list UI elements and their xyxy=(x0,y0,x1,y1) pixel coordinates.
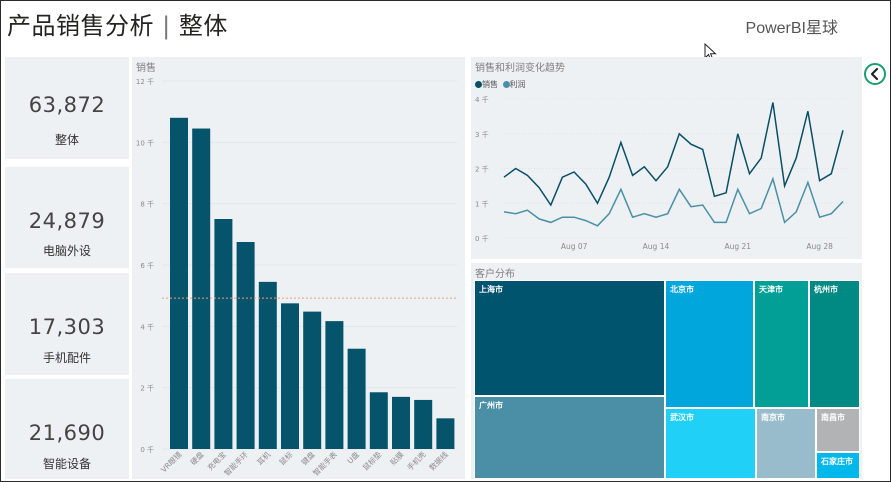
line-x-tick: Aug 14 xyxy=(643,242,670,251)
kpi-value: 21,690 xyxy=(28,421,106,445)
legend-sales-marker xyxy=(475,81,482,88)
bar-12[interactable] xyxy=(436,418,455,449)
line-series-1[interactable] xyxy=(503,176,844,227)
line-y-tick: 4 千 xyxy=(475,95,489,104)
treemap-cell-guangzhou[interactable]: 广州市 xyxy=(474,396,665,479)
bar-11[interactable] xyxy=(414,399,433,449)
bar-1[interactable] xyxy=(192,128,211,449)
bar-0[interactable] xyxy=(170,117,188,450)
bar-category-label: 数据线 xyxy=(427,449,450,472)
treemap-cell-shijiazhuang[interactable]: 石家庄市 xyxy=(816,452,860,479)
kpi-label: 电脑外设 xyxy=(42,244,91,258)
bar-category-label: 鼠标 xyxy=(277,449,295,467)
line-chart: 0 千 1 千 2 千 3 千 4 千 Aug 07 Aug 14 Aug 21 Aug 28 xyxy=(475,95,849,251)
treemap-panel[interactable]: 客户分布 上海市 广州市 北京市 天津市 杭州市 武汉市 南京市 南昌市 石家庄… xyxy=(471,263,862,479)
line-y-tick: 1 千 xyxy=(475,199,489,208)
kpi-value: 63,872 xyxy=(28,93,106,117)
bar-5[interactable] xyxy=(281,303,299,449)
bar-10[interactable] xyxy=(392,396,410,449)
bar-6[interactable] xyxy=(303,311,322,449)
bar-y-tick: 6 千 xyxy=(140,261,154,270)
treemap-cell-nanchang[interactable]: 南昌市 xyxy=(816,408,860,452)
line-x-tick: Aug 07 xyxy=(561,242,588,251)
treemap-cell-nanjing[interactable]: 南京市 xyxy=(756,408,816,479)
brand-label: PowerBI星球 xyxy=(745,20,838,37)
bar-y-tick: 4 千 xyxy=(140,322,154,331)
treemap-cell-beijing[interactable]: 北京市 xyxy=(665,280,754,408)
bar-4[interactable] xyxy=(258,281,277,449)
back-button[interactable] xyxy=(864,63,886,85)
bar-category-label: 贴膜 xyxy=(388,449,406,467)
bar-y-tick: 0 千 xyxy=(140,445,154,454)
kpi-value: 17,303 xyxy=(28,315,106,339)
kpi-value: 24,879 xyxy=(28,209,106,233)
bar-y-tick: 12 千 xyxy=(136,77,154,86)
legend-sales-label: 销售 xyxy=(482,80,498,89)
line-x-tick: Aug 21 xyxy=(725,242,752,251)
bar-category-label: 智能手表 xyxy=(311,449,340,478)
bar-category-label: 智能手环 xyxy=(222,449,251,478)
legend-profit-label: 利润 xyxy=(509,80,526,89)
bar-8[interactable] xyxy=(347,348,366,449)
line-x-tick: Aug 28 xyxy=(806,242,833,251)
line-chart-title: 销售和利润变化趋势 xyxy=(475,63,565,74)
bar-y-tick: 2 千 xyxy=(140,384,154,393)
bar-9[interactable] xyxy=(369,392,388,449)
bar-2[interactable] xyxy=(214,219,233,449)
bar-y-tick: 10 千 xyxy=(136,138,154,147)
line-y-tick: 3 千 xyxy=(475,130,489,139)
bar-category-label: 硬盘 xyxy=(188,449,206,467)
kpi-label: 整体 xyxy=(54,133,79,147)
line-chart-panel[interactable]: 销售和利润变化趋势 销售 利润 0 千 1 千 2 千 3 千 4 千 Aug 07 Aug… xyxy=(471,57,862,259)
line-y-tick: 0 千 xyxy=(475,234,489,243)
bar-category-label: 耳机 xyxy=(255,449,273,467)
line-series-0[interactable] xyxy=(503,102,844,207)
bar-3[interactable] xyxy=(236,242,255,449)
page-title: 产品销售分析 | 整体 xyxy=(7,12,228,40)
treemap-title: 客户分布 xyxy=(475,269,515,280)
treemap: 上海市 广州市 北京市 天津市 杭州市 武汉市 南京市 南昌市 石家庄市 xyxy=(474,280,860,479)
kpi-card-phone-accessories[interactable]: 17,303 手机配件 xyxy=(5,273,129,375)
line-chart-legend: 销售 利润 xyxy=(475,79,526,90)
bar-y-tick: 8 千 xyxy=(140,200,154,209)
chevron-left-icon xyxy=(870,67,879,81)
line-y-tick: 2 千 xyxy=(475,165,489,174)
bar-category-label: 键盘 xyxy=(299,449,317,467)
treemap-cell-wuhan[interactable]: 武汉市 xyxy=(665,408,756,479)
kpi-label: 手机配件 xyxy=(42,351,91,365)
treemap-cell-tianjin[interactable]: 天津市 xyxy=(754,280,809,408)
kpi-card-smart-devices[interactable]: 21,690 智能设备 xyxy=(5,379,129,479)
treemap-cell-hangzhou[interactable]: 杭州市 xyxy=(809,280,860,408)
kpi-card-pc-peripherals[interactable]: 24,879 电脑外设 xyxy=(5,167,129,268)
bar-category-label: U盘 xyxy=(345,449,362,466)
kpi-label: 智能设备 xyxy=(42,457,91,471)
bar-category-label: VR眼镜 xyxy=(158,449,183,474)
bar-7[interactable] xyxy=(325,321,344,449)
kpi-card-overall[interactable]: 63,872 整体 xyxy=(5,57,129,159)
bar-chart-title: 销售 xyxy=(136,63,156,74)
bar-category-label: 鼠标垫 xyxy=(360,449,383,472)
bar-category-label: 手机壳 xyxy=(405,449,428,472)
legend-profit-marker xyxy=(502,81,510,88)
treemap-cell-shanghai[interactable]: 上海市 xyxy=(474,280,665,396)
